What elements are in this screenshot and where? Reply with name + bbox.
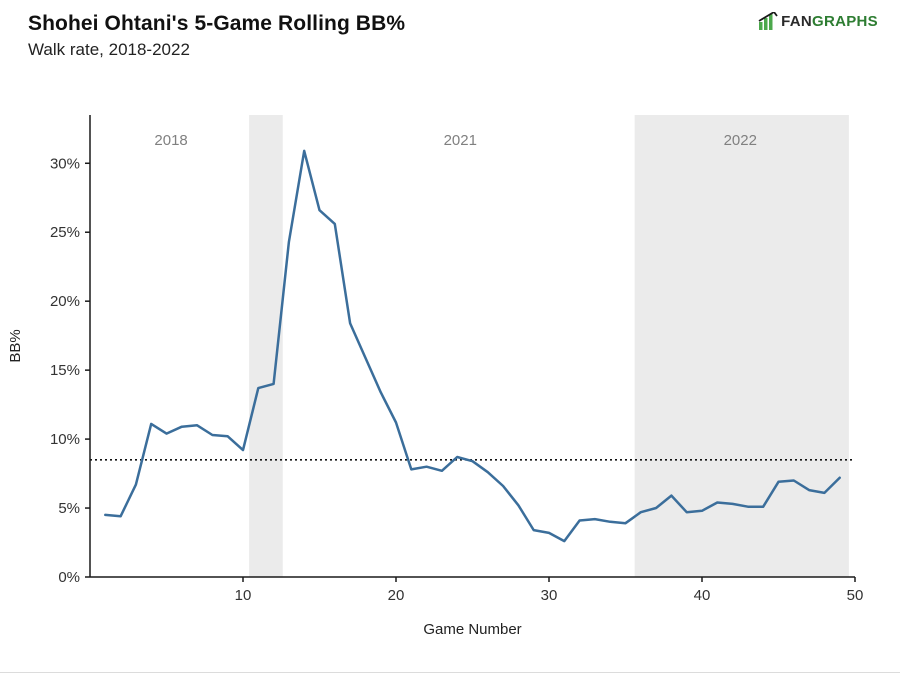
y-tick-label-0: 0% — [58, 569, 80, 586]
x-tick-label-20: 20 — [388, 587, 405, 604]
x-tick-label-40: 40 — [694, 587, 711, 604]
logo-graphs-text: GRAPHS — [812, 12, 878, 30]
x-tick-label-50: 50 — [847, 587, 864, 604]
chart-title: Shohei Ohtani's 5-Game Rolling BB% — [28, 12, 406, 35]
season-shaded-region-1 — [634, 115, 849, 577]
footer-divider — [0, 672, 900, 673]
season-label-2018: 2018 — [154, 132, 187, 149]
y-tick-label-25: 25% — [50, 224, 80, 241]
fangraphs-icon — [758, 12, 778, 30]
x-tick-label-30: 30 — [541, 587, 558, 604]
y-tick-label-10: 10% — [50, 431, 80, 448]
chart-header: Shohei Ohtani's 5-Game Rolling BB% Walk … — [28, 12, 405, 60]
x-axis-title: Game Number — [423, 621, 521, 638]
y-tick-label-20: 20% — [50, 293, 80, 310]
bb-rolling-line-chart: 2018 2021 2022 0% 5% 10% 15% 20% 25% 30% 10 20 30 40 5… — [7, 115, 864, 638]
y-tick-label-5: 5% — [58, 500, 80, 517]
chart-subtitle: Walk rate, 2018-2022 — [28, 40, 190, 59]
x-tick-label-10: 10 — [235, 587, 252, 604]
y-axis-title: BB% — [7, 329, 24, 362]
season-label-2022: 2022 — [724, 132, 757, 149]
y-tick-label-15: 15% — [50, 362, 80, 379]
logo-fan-text: FAN — [781, 12, 813, 30]
y-tick-label-30: 30% — [50, 155, 80, 172]
season-label-2021: 2021 — [444, 132, 477, 149]
fangraphs-logo: FANGRAPHS — [758, 12, 878, 30]
bb-percent-line — [104, 149, 841, 543]
fangraphs-wordmark: FANGRAPHS — [781, 13, 878, 30]
